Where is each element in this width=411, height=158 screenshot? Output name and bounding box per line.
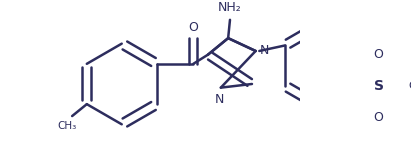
Text: CH₃: CH₃ xyxy=(57,121,76,131)
Text: N: N xyxy=(260,44,270,57)
Text: S: S xyxy=(374,79,383,93)
Text: CH₃: CH₃ xyxy=(408,81,411,91)
Text: N: N xyxy=(214,93,224,106)
Text: NH₂: NH₂ xyxy=(218,1,242,14)
Text: O: O xyxy=(374,111,383,124)
Text: O: O xyxy=(374,48,383,61)
Text: O: O xyxy=(188,21,198,33)
